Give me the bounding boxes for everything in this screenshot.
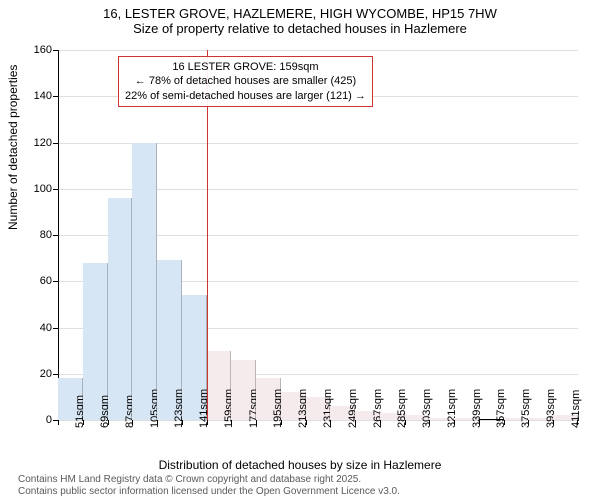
x-tick-mark [479, 420, 480, 425]
y-tick-mark [53, 189, 58, 190]
x-tick-mark [157, 420, 158, 425]
x-tick-label: 375sqm [520, 389, 532, 428]
chart-title: 16, LESTER GROVE, HAZLEMERE, HIGH WYCOMB… [0, 6, 600, 21]
grid-line [58, 50, 578, 51]
x-tick-mark [281, 420, 282, 425]
x-tick-label: 249sqm [347, 389, 359, 428]
x-tick-mark [528, 420, 529, 425]
footer-line2: Contains public sector information licen… [18, 486, 400, 498]
x-tick-mark [231, 420, 232, 425]
y-tick-label: 160 [34, 44, 52, 56]
annotation-line: 16 LESTER GROVE: 159sqm [125, 60, 366, 74]
y-tick-label: 40 [40, 322, 52, 334]
x-tick-label: 339sqm [471, 389, 483, 428]
x-tick-mark [182, 420, 183, 425]
x-tick-mark [132, 420, 133, 425]
x-tick-mark [58, 420, 59, 425]
x-tick-label: 303sqm [421, 389, 433, 428]
x-tick-mark [504, 420, 505, 425]
chart-subtitle: Size of property relative to detached ho… [0, 21, 600, 36]
histogram-bar [108, 198, 133, 420]
y-axis-label: Number of detached properties [6, 65, 20, 230]
x-tick-mark [83, 420, 84, 425]
histogram-bar [132, 143, 157, 421]
x-tick-label: 321sqm [446, 389, 458, 428]
y-tick-label: 20 [40, 368, 52, 380]
title-block: 16, LESTER GROVE, HAZLEMERE, HIGH WYCOMB… [0, 0, 600, 36]
y-tick-mark [53, 96, 58, 97]
x-tick-mark [429, 420, 430, 425]
y-tick-label: 0 [46, 414, 52, 426]
y-tick-mark [53, 281, 58, 282]
y-tick-label: 100 [34, 183, 52, 195]
x-tick-mark [577, 420, 578, 425]
annotation-box: 16 LESTER GROVE: 159sqm← 78% of detached… [118, 56, 373, 107]
y-tick-label: 140 [34, 90, 52, 102]
x-tick-label: 267sqm [372, 389, 384, 428]
chart-container: 16, LESTER GROVE, HAZLEMERE, HIGH WYCOMB… [0, 0, 600, 500]
x-tick-mark [355, 420, 356, 425]
x-tick-mark [330, 420, 331, 425]
y-tick-mark [53, 235, 58, 236]
x-tick-mark [256, 420, 257, 425]
x-tick-label: 411sqm [570, 390, 582, 428]
footer-attribution: Contains HM Land Registry data © Crown c… [18, 474, 400, 498]
y-tick-mark [53, 143, 58, 144]
annotation-line: 22% of semi-detached houses are larger (… [125, 89, 366, 103]
x-tick-mark [454, 420, 455, 425]
x-tick-label: 393sqm [545, 389, 557, 428]
x-tick-label: 285sqm [396, 389, 408, 428]
x-tick-mark [405, 420, 406, 425]
plot-area: 02040608010012014016051sqm69sqm87sqm105s… [58, 50, 578, 420]
y-tick-mark [53, 374, 58, 375]
x-tick-mark [207, 420, 208, 425]
x-tick-mark [108, 420, 109, 425]
x-tick-mark [380, 420, 381, 425]
y-tick-mark [53, 328, 58, 329]
x-axis-label: Distribution of detached houses by size … [0, 458, 600, 472]
annotation-line: ← 78% of detached houses are smaller (42… [125, 74, 366, 88]
y-tick-mark [53, 50, 58, 51]
x-tick-mark [553, 420, 554, 425]
x-tick-mark [306, 420, 307, 425]
footer-line1: Contains HM Land Registry data © Crown c… [18, 474, 400, 486]
y-tick-label: 60 [40, 275, 52, 287]
y-tick-label: 120 [34, 137, 52, 149]
x-tick-label: 357sqm [495, 389, 507, 428]
y-tick-label: 80 [40, 229, 52, 241]
